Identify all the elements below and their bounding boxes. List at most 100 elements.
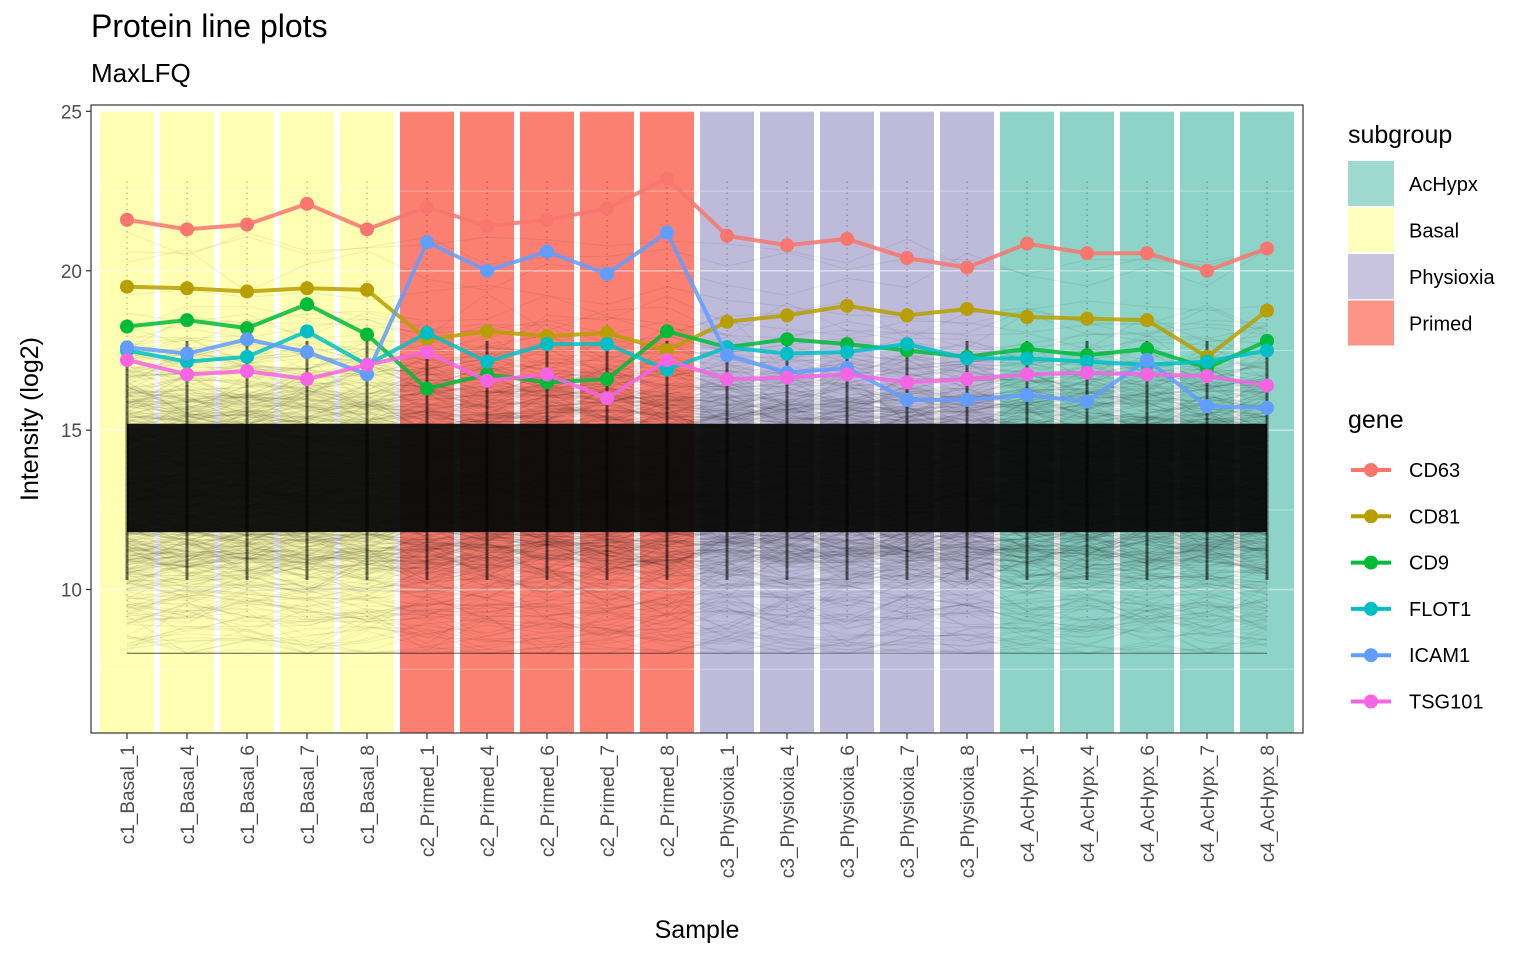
background-protein-line [127,633,1268,654]
series-point-cd9 [1020,341,1034,356]
background-protein-line [126,362,1268,405]
series-point-flot1 [540,337,554,352]
series-point-icam1 [1080,394,1094,409]
series-point-icam1 [360,367,374,382]
x-tick-label: c2_Primed_4 [478,745,499,857]
background-protein-line [126,534,1268,572]
background-protein-line [126,390,1268,421]
series-point-tsg101 [660,353,674,368]
background-protein-line [126,564,1268,613]
background-protein-line [126,363,1268,422]
background-protein-line [126,542,1268,578]
series-point-cd63 [420,200,434,215]
background-protein-line [126,515,1268,555]
series-point-tsg101 [1080,365,1094,380]
background-protein-line [126,357,1268,409]
background-protein-line [126,537,1268,579]
background-protein-line [126,552,1268,600]
series-point-cd63 [360,222,374,237]
series-point-cd81 [780,308,794,323]
panel-border [90,104,1304,734]
background-protein-line [126,575,1268,620]
background-protein-line [126,384,1268,437]
series-point-icam1 [1200,399,1214,414]
subgroup-legend-key [1348,300,1394,346]
background-protein-line [126,573,1268,623]
series-point-icam1 [900,392,914,407]
background-protein-line [126,379,1268,439]
background-protein-line [126,375,1268,427]
background-protein-line [126,527,1268,574]
background-protein-line [126,377,1268,427]
background-protein-line [126,340,1268,379]
series-point-cd63 [600,201,614,216]
series-point-cd81 [360,282,374,297]
series-point-tsg101 [240,364,254,379]
background-protein-line [126,594,1268,635]
background-protein-line [127,652,1267,654]
background-protein-line [126,386,1268,418]
background-protein-line [126,540,1268,595]
gene-legend-point [1364,509,1378,524]
series-point-cd81 [660,343,674,358]
x-tick-label: c3_Physioxia_4 [778,745,799,879]
background-protein-line [126,583,1268,618]
background-protein-line [126,595,1268,631]
background-protein-line [126,551,1267,601]
series-point-tsg101 [1260,378,1274,393]
background-protein-line [126,401,1268,436]
series-point-cd63 [480,219,494,234]
series-point-cd63 [1200,263,1214,278]
background-protein-line [126,318,1268,362]
background-protein-line [126,524,1268,563]
series-point-cd63 [660,171,674,186]
background-protein-line [126,529,1268,578]
background-protein-line [126,560,1268,592]
x-axis-label: Sample [655,916,740,944]
series-point-tsg101 [420,345,434,360]
series-point-cd9 [600,372,614,387]
background-protein-line [126,350,1268,392]
axes: 10 15 20 25 c1_Basal_1 c1_Basal_4 c1_Basal_6 c1… [16,102,1304,944]
background-protein-line [126,576,1268,617]
background-protein-line [126,623,1268,654]
background-protein-line [126,518,1268,566]
background-protein-line [126,393,1268,435]
background-protein-line [126,527,1268,568]
background-protein-line [126,526,1268,582]
background-protein-line [126,552,1268,591]
series-point-cd9 [780,332,794,347]
series-point-cd81 [1140,313,1154,328]
series-point-tsg101 [180,367,194,382]
y-axis-label: Intensity (log2) [16,337,44,501]
x-tick-label: c1_Basal_7 [298,745,319,844]
gene-legend-label: TSG101 [1409,692,1483,714]
series-point-tsg101 [960,372,974,387]
background-protein-line [126,520,1268,567]
background-protein-line [126,385,1268,432]
background-protein-line [126,382,1268,425]
background-protein-line [126,529,1268,565]
series-point-icam1 [720,348,734,363]
background-protein-line [126,537,1268,584]
series-line-flot1 [126,329,1268,372]
background-protein-line [126,374,1268,407]
background-protein-line [126,606,1268,655]
series-point-cd9 [660,324,674,339]
series-point-cd63 [180,222,194,237]
y-tick-label: 15 [61,421,82,442]
series-point-flot1 [420,325,434,340]
series-point-icam1 [1260,400,1274,415]
background-protein-line [126,541,1268,578]
series-point-cd63 [1260,241,1274,256]
series-point-cd63 [1080,246,1094,261]
series-point-cd63 [1140,246,1154,261]
series-point-flot1 [1020,351,1034,366]
background-protein-line [126,343,1268,393]
background-protein-line [126,527,1268,590]
subgroup-legend-label: Basal [1409,221,1459,243]
background-protein-line [126,387,1268,420]
background-protein-line [126,391,1268,439]
background-protein-line [126,388,1268,431]
series-point-cd9 [1260,333,1274,348]
